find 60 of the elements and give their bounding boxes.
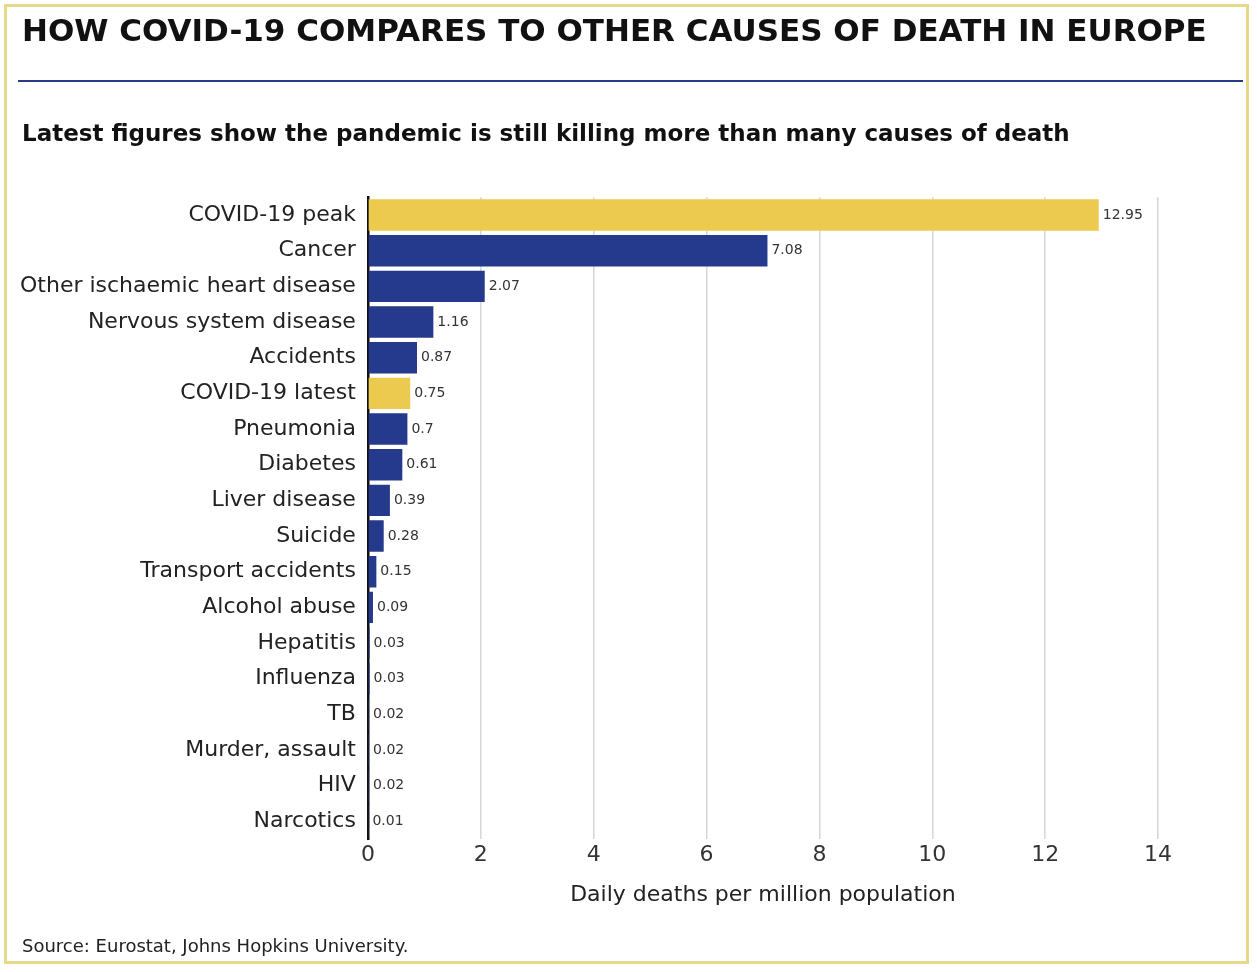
y-tick-label: HIV: [317, 771, 356, 797]
data-label: 0.39: [393, 491, 426, 508]
bar: [368, 342, 417, 374]
y-tick-label: Influenza: [255, 664, 356, 690]
data-label: 0.02: [373, 776, 405, 793]
data-label: 1.16: [437, 312, 469, 329]
bar: [368, 484, 390, 517]
y-tick-label: Transport accidents: [139, 557, 356, 583]
y-tick-label: COVID-19 peak: [188, 200, 357, 226]
data-label: 0.03: [373, 669, 405, 686]
y-tick-label: Liver disease: [211, 486, 356, 512]
bar: [368, 520, 384, 552]
data-label: 0.75: [414, 384, 446, 401]
bar: [368, 235, 768, 267]
y-tick-label: Cancer: [278, 236, 357, 262]
data-label: 0.7: [411, 419, 434, 436]
bar: [368, 413, 408, 445]
x-axis-title: Daily deaths per million population: [570, 880, 956, 906]
bar: [368, 377, 411, 410]
chart-title: HOW COVID-19 COMPARES TO OTHER CAUSES OF DEATH IN EUROPE: [22, 12, 1207, 48]
bar: [368, 199, 1099, 231]
data-label: 12.95: [1102, 205, 1143, 222]
y-tick-label: COVID-19 latest: [180, 379, 357, 405]
x-tick-label: 12: [1031, 841, 1060, 867]
x-tick-label: 6: [699, 841, 714, 867]
bar: [368, 270, 485, 303]
data-label: 0.15: [380, 562, 412, 579]
y-tick-label: Alcohol abuse: [202, 593, 356, 619]
x-tick-label: 8: [812, 841, 827, 867]
y-tick-label: Accidents: [249, 343, 356, 369]
y-tick-label: Suicide: [276, 521, 356, 547]
x-tick-label: 14: [1144, 841, 1172, 867]
x-tick-label: 10: [918, 841, 947, 867]
data-label: 0.01: [372, 812, 404, 829]
data-label: 0.87: [421, 348, 453, 365]
x-tick-label: 2: [473, 841, 488, 867]
y-tick-label: Nervous system disease: [87, 307, 356, 333]
bar: [368, 591, 373, 624]
y-tick-label: Other ischaemic heart disease: [19, 272, 356, 298]
chart-subtitle: Latest figures show the pandemic is still killing more than many causes of death: [22, 120, 1070, 146]
bar: [368, 306, 434, 338]
data-label: 0.02: [373, 705, 405, 722]
data-label: 2.07: [488, 277, 520, 294]
y-tick-label: Hepatitis: [257, 628, 356, 654]
x-tick-label: 4: [586, 841, 601, 867]
bar: [368, 449, 403, 481]
data-label: 0.03: [373, 633, 405, 650]
x-tick-label: 0: [360, 841, 375, 867]
data-label: 0.28: [387, 526, 419, 543]
y-tick-label: Pneumonia: [233, 414, 356, 440]
source-note: Source: Eurostat, Johns Hopkins University.: [22, 935, 409, 956]
data-label: 0.02: [373, 740, 405, 757]
data-label: 0.09: [376, 598, 409, 615]
data-label: 7.08: [771, 241, 803, 258]
y-tick-label: TB: [326, 700, 356, 726]
data-label: 0.61: [406, 455, 438, 472]
y-tick-label: Murder, assault: [185, 735, 357, 761]
y-tick-label: Diabetes: [258, 450, 356, 476]
y-tick-label: Narcotics: [253, 807, 356, 833]
bar: [368, 556, 377, 588]
